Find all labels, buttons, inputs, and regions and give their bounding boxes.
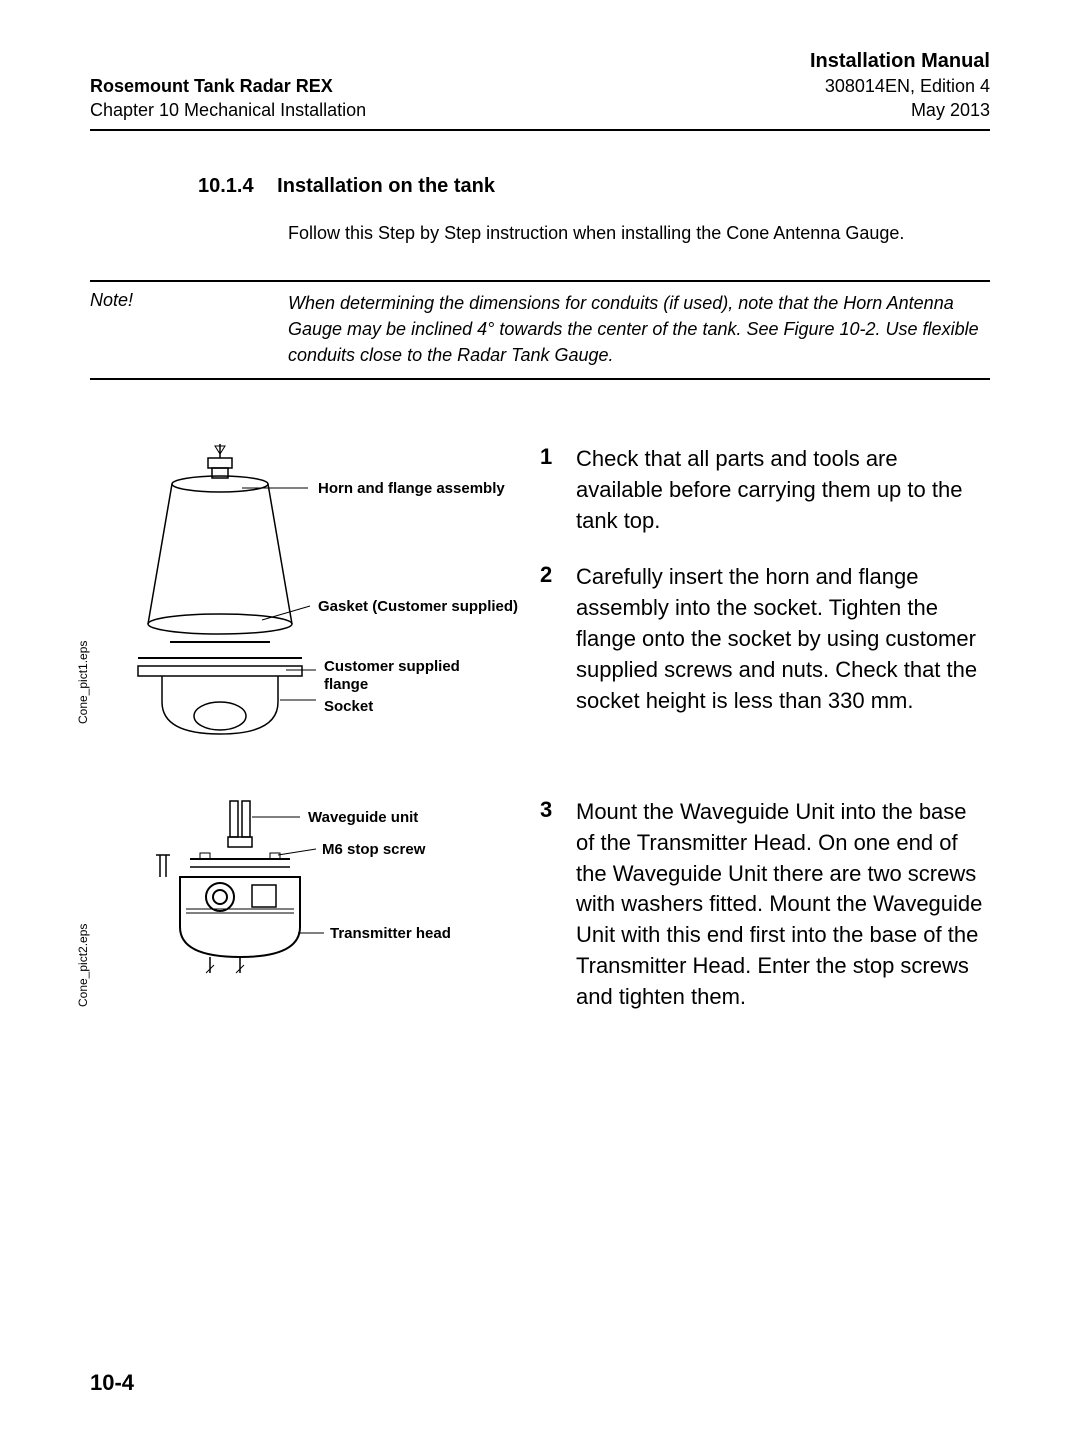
label-socket: Socket <box>324 698 373 715</box>
figure-row-2: Cone_pict2.eps <box>90 797 990 1039</box>
step-2-num: 2 <box>540 562 576 716</box>
section-number: 10.1.4 <box>198 175 254 198</box>
steps-col-2: 3 Mount the Waveguide Unit into the base… <box>540 797 990 1039</box>
eps-label-2: Cone_pict2.eps <box>76 924 90 1007</box>
step-1: 1 Check that all parts and tools are ava… <box>540 444 990 536</box>
step-3: 3 Mount the Waveguide Unit into the base… <box>540 797 990 1013</box>
label-screw: M6 stop screw <box>322 841 425 858</box>
step-2: 2 Carefully insert the horn and flange a… <box>540 562 990 716</box>
header-left: Rosemount Tank Radar REX Chapter 10 Mech… <box>90 74 366 123</box>
manual-title: Installation Manual <box>810 48 990 74</box>
label-head: Transmitter head <box>330 925 451 942</box>
figure-2: Cone_pict2.eps <box>90 797 510 1017</box>
page-header: Rosemount Tank Radar REX Chapter 10 Mech… <box>90 48 990 123</box>
label-horn: Horn and flange assembly <box>318 480 505 497</box>
label-gasket: Gasket (Customer supplied) <box>318 598 518 615</box>
figure-1: Cone_pict1.eps Hor <box>90 444 510 749</box>
eps-label-1: Cone_pict1.eps <box>76 641 90 724</box>
step-1-num: 1 <box>540 444 576 536</box>
label-flange: Customer supplied flange <box>324 658 474 694</box>
note-label: Note! <box>90 290 288 368</box>
doc-date: May 2013 <box>810 98 990 122</box>
header-right: Installation Manual 308014EN, Edition 4 … <box>810 48 990 123</box>
header-rule <box>90 129 990 131</box>
note-block: Note! When determining the dimensions fo… <box>90 280 990 380</box>
step-2-text: Carefully insert the horn and flange ass… <box>576 562 990 716</box>
page-number: 10-4 <box>90 1370 134 1396</box>
note-text: When determining the dimensions for cond… <box>288 290 990 368</box>
step-3-text: Mount the Waveguide Unit into the base o… <box>576 797 990 1013</box>
chapter-line: Chapter 10 Mechanical Installation <box>90 98 366 122</box>
section-heading: 10.1.4 Installation on the tank <box>198 175 990 198</box>
doc-number: 308014EN, Edition 4 <box>810 74 990 98</box>
step-1-text: Check that all parts and tools are avail… <box>576 444 990 536</box>
doc-title-left: Rosemount Tank Radar REX <box>90 74 366 98</box>
label-waveguide: Waveguide unit <box>308 809 418 826</box>
section-title: Installation on the tank <box>277 175 495 197</box>
figure-row-1: Cone_pict1.eps Hor <box>90 444 990 749</box>
section-intro: Follow this Step by Step instruction whe… <box>288 220 928 246</box>
step-3-num: 3 <box>540 797 576 1013</box>
transmitter-diagram-svg <box>90 797 510 1017</box>
steps-col-1: 1 Check that all parts and tools are ava… <box>540 444 990 749</box>
